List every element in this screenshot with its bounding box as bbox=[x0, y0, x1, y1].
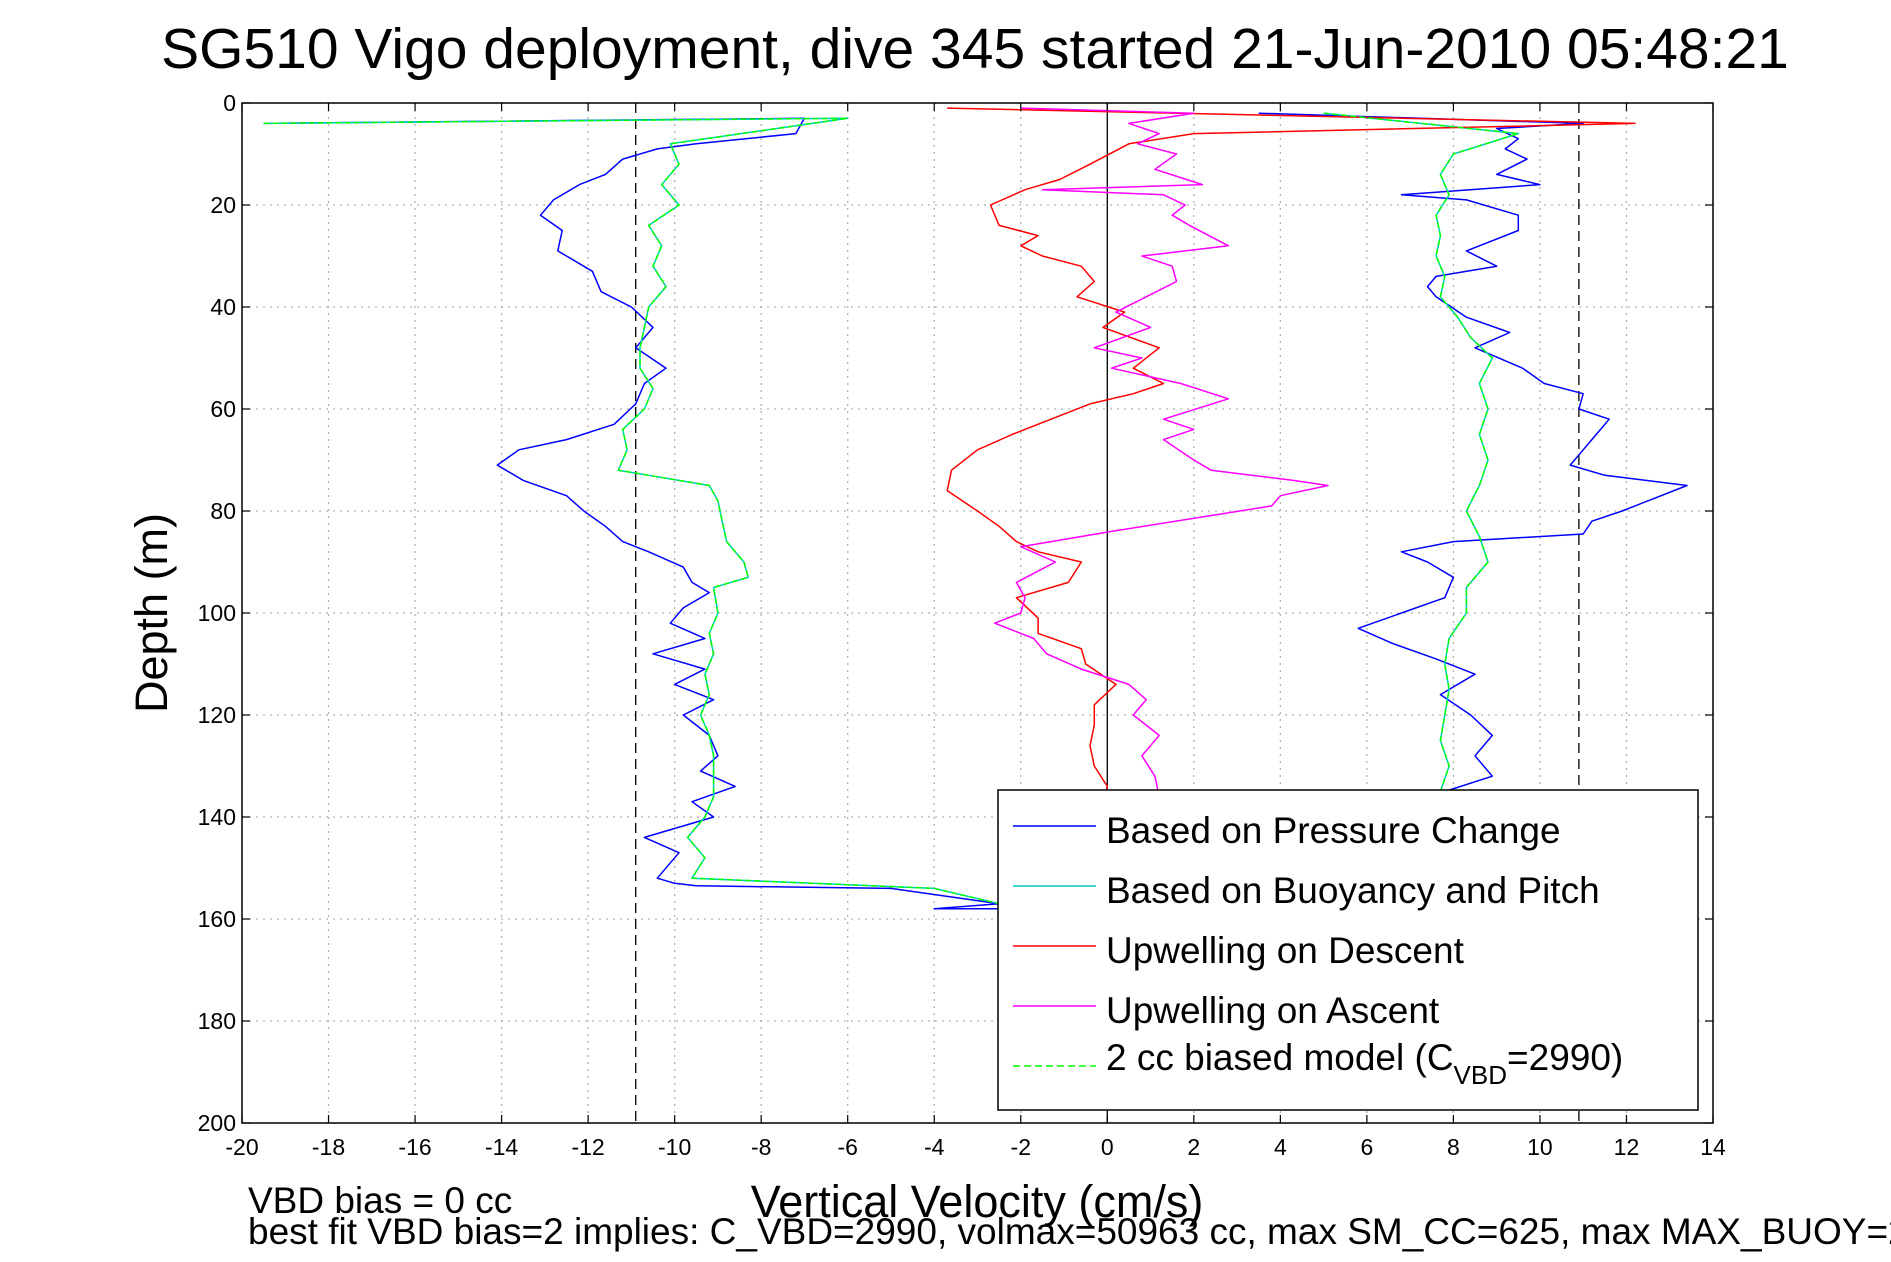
chart-title: SG510 Vigo deployment, dive 345 started … bbox=[161, 17, 1789, 81]
y-tick-label: 120 bbox=[198, 702, 236, 728]
legend-label-buoyancy-pitch: Based on Buoyancy and Pitch bbox=[1106, 870, 1600, 911]
y-tick-label: 180 bbox=[198, 1008, 236, 1034]
legend-box bbox=[997, 789, 1699, 1111]
legend-label-upwelling-descent: Upwelling on Descent bbox=[1106, 930, 1465, 971]
x-tick-label: -10 bbox=[658, 1134, 691, 1160]
y-axis-label: Depth (m) bbox=[126, 513, 177, 713]
x-tick-label: 12 bbox=[1614, 1134, 1640, 1160]
series-line-upwelling-ascent bbox=[994, 107, 1329, 797]
legend-label-upwelling-ascent: Upwelling on Ascent bbox=[1106, 990, 1440, 1031]
x-tick-label: 4 bbox=[1274, 1134, 1287, 1160]
x-tick-label: -20 bbox=[225, 1134, 258, 1160]
x-tick-label: -4 bbox=[924, 1134, 945, 1160]
y-tick-label: 100 bbox=[198, 600, 236, 626]
x-tick-label: 0 bbox=[1101, 1134, 1114, 1160]
x-tick-label: -2 bbox=[1011, 1134, 1031, 1160]
y-tick-label: 160 bbox=[198, 906, 236, 932]
legend: Based on Pressure Change Based on Buoyan… bbox=[997, 789, 1699, 1111]
vbd-bias-note: VBD bias = 0 cc bbox=[248, 1180, 512, 1221]
y-tick-label: 0 bbox=[223, 90, 236, 116]
legend-label-biased-model-part3: =2990) bbox=[1507, 1037, 1623, 1078]
x-axis-label: Vertical Velocity (cm/s) bbox=[751, 1176, 1204, 1227]
x-tick-label: -8 bbox=[751, 1134, 771, 1160]
x-tick-label: -12 bbox=[571, 1134, 604, 1160]
x-tick-label: -6 bbox=[837, 1134, 857, 1160]
legend-label-biased-model: 2 cc biased model (CVBD=2990) bbox=[1106, 1037, 1623, 1090]
series-line-upwelling-descent bbox=[946, 107, 1636, 802]
best-fit-note: best fit VBD bias=2 implies: C_VBD=2990,… bbox=[248, 1211, 1891, 1252]
x-tick-label: 14 bbox=[1700, 1134, 1726, 1160]
series-layer bbox=[263, 107, 1688, 910]
series-line-pressure-change bbox=[263, 112, 1688, 910]
legend-label-biased-model-subscript: VBD bbox=[1454, 1060, 1507, 1090]
legend-label-biased-model-part1: 2 cc biased model (C bbox=[1106, 1037, 1454, 1078]
y-tick-label: 40 bbox=[210, 294, 236, 320]
y-tick-label: 200 bbox=[198, 1110, 236, 1136]
y-tick-label: 80 bbox=[210, 498, 236, 524]
x-tick-label: -14 bbox=[485, 1134, 518, 1160]
y-tick-label: 140 bbox=[198, 804, 236, 830]
series-line-biased-model bbox=[263, 112, 1520, 905]
x-tick-label: -16 bbox=[398, 1134, 431, 1160]
y-tick-label: 20 bbox=[210, 192, 236, 218]
tick-layer: -20 -18 -16 -14 -12 -10 -8 -6 -4 -2 0 2 4 6 8 10 12 14020… bbox=[198, 90, 1726, 1160]
x-tick-label: 10 bbox=[1527, 1134, 1553, 1160]
x-tick-label: 6 bbox=[1360, 1134, 1373, 1160]
x-tick-label: 8 bbox=[1447, 1134, 1460, 1160]
x-tick-label: 2 bbox=[1187, 1134, 1200, 1160]
x-tick-label: -18 bbox=[312, 1134, 345, 1160]
legend-label-pressure-change: Based on Pressure Change bbox=[1106, 810, 1561, 851]
y-tick-label: 60 bbox=[210, 396, 236, 422]
